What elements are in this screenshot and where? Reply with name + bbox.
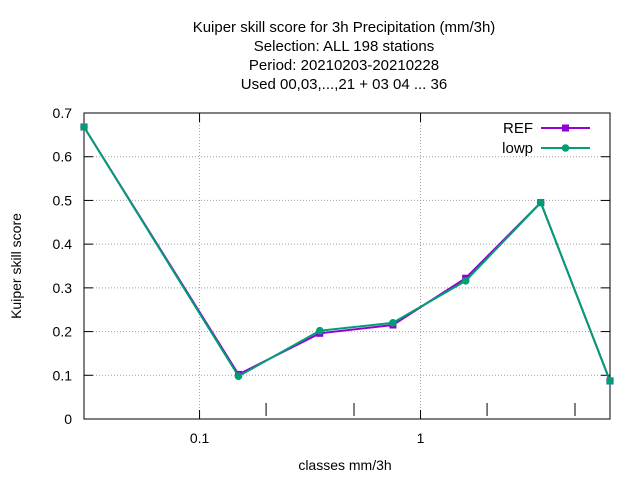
- y-tick-label: 0.7: [53, 105, 73, 121]
- title-line-2: Selection: ALL 198 stations: [254, 38, 434, 55]
- y-tick-labels: 0 0.1 0.2 0.3 0.4 0.5 0.6 0.7: [53, 105, 73, 427]
- series-line-lowp: [83, 126, 611, 382]
- title-line-3: Period: 20210203-20210228: [249, 57, 439, 74]
- x-tick-label: 1: [417, 430, 425, 446]
- data-point-lowp: [606, 377, 614, 385]
- legend-marker-REF: [562, 124, 569, 132]
- series-lowp: [80, 123, 614, 385]
- x-tick-labels: 0.1 1: [190, 430, 425, 446]
- y-tick-label: 0.4: [53, 236, 73, 252]
- data-point-lowp: [80, 123, 88, 131]
- y-tick-label: 0.2: [53, 324, 73, 340]
- series-REF: [80, 123, 614, 385]
- y-tick-label: 0.1: [53, 367, 73, 383]
- plot-frame: [83, 112, 611, 420]
- y-tick-label: 0.6: [53, 149, 73, 165]
- data-point-lowp: [536, 198, 545, 207]
- y-tick-label: 0: [64, 411, 72, 427]
- y-axis-label: Kuiper skill score: [8, 213, 24, 319]
- legend-label-lowp: lowp: [502, 140, 533, 157]
- legend-label-REF: REF: [503, 120, 533, 137]
- x-tick-label: 0.1: [190, 430, 210, 446]
- data-point-lowp: [315, 326, 324, 335]
- x-axis-label: classes mm/3h: [298, 457, 391, 473]
- data-point-lowp: [389, 319, 397, 327]
- y-tick-label: 0.3: [53, 280, 73, 296]
- series: [80, 123, 614, 385]
- axis-ticks: [84, 112, 610, 420]
- data-point-lowp: [234, 372, 243, 380]
- legend-marker-lowp: [561, 144, 570, 152]
- legend: REF lowp: [502, 120, 590, 157]
- y-tick-label: 0.5: [53, 192, 73, 208]
- grid: [84, 113, 610, 419]
- data-point-lowp: [461, 277, 470, 285]
- title-line-1: Kuiper skill score for 3h Precipitation …: [193, 19, 496, 36]
- title-line-4: Used 00,03,...,21 + 03 04 ... 36: [241, 76, 447, 93]
- chart-title: Kuiper skill score for 3h Precipitation …: [193, 19, 496, 93]
